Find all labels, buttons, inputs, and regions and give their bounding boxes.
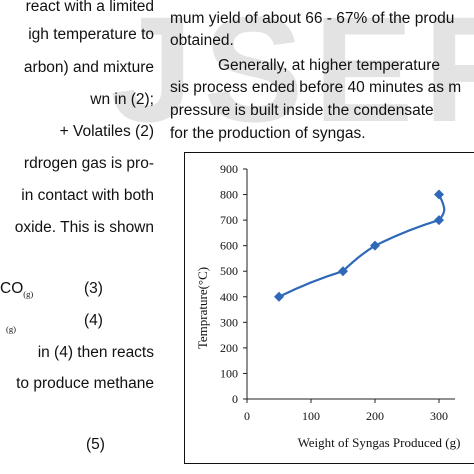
chart-labels: Weight of Syngas Produced (g) Temprature…	[195, 162, 460, 450]
left-text-line: in contact with both	[21, 187, 154, 204]
left-text-line: wn in (2);	[90, 91, 154, 108]
data-point-marker	[370, 240, 380, 251]
data-point-marker	[338, 266, 348, 277]
chart-frame: Weight of Syngas Produced (g) Temprature…	[184, 152, 474, 464]
y-tick-label: 700	[220, 213, 238, 227]
left-text-line: igh temperature to	[28, 26, 154, 43]
line-chart: Weight of Syngas Produced (g) Temprature…	[195, 162, 460, 450]
data-point-marker	[434, 189, 444, 200]
equation-3-species: CO(g)	[0, 280, 34, 299]
data-point-marker	[274, 291, 284, 302]
y-tick-label: 800	[220, 188, 238, 202]
series-line	[278, 194, 446, 298]
left-text-line: react with a limited	[25, 0, 154, 15]
left-column: react with a limited igh temperature to …	[0, 0, 158, 474]
right-text-line: for the production of syngas.	[170, 125, 366, 142]
left-text-line: rdrogen gas is pro-	[23, 155, 154, 172]
right-text-line: Generally, at higher temperature	[218, 57, 440, 74]
y-tick-label: 200	[220, 341, 238, 355]
equation-4-number: (4)	[84, 312, 103, 329]
x-tick-label: 200	[366, 409, 384, 423]
y-tick-label: 600	[220, 239, 238, 253]
equation-5-number: (5)	[86, 436, 105, 453]
y-tick-label: 500	[220, 264, 238, 278]
y-tick-label: 900	[220, 162, 238, 176]
data-point-marker	[434, 215, 444, 226]
right-text-line: mum yield of about 66 - 67% of the produ	[170, 10, 455, 27]
equation-3-number: (3)	[84, 280, 103, 297]
y-tick-label: 0	[232, 392, 238, 406]
y-tick-label: 400	[220, 290, 238, 304]
x-axis-title: Weight of Syngas Produced (g)	[298, 435, 461, 450]
right-text-line: pressure is built inside the condensate	[170, 102, 434, 119]
right-text-line: sis process ended before 40 minutes as m	[170, 79, 462, 96]
left-text-line: oxide. This is shown	[14, 219, 154, 236]
y-axis-title: Temprature(°C)	[195, 267, 210, 349]
y-tick-label: 100	[220, 366, 238, 380]
left-text-line: arbon) and mixture	[23, 59, 154, 76]
equation-4-subscript: (g)	[6, 324, 16, 334]
left-text-line: in (4) then reacts	[37, 344, 154, 361]
chart-series	[274, 189, 446, 302]
left-text-line: + Volatiles (2)	[59, 123, 154, 140]
right-column: mum yield of about 66 - 67% of the produ…	[170, 0, 474, 474]
right-text-line: obtained.	[170, 32, 234, 49]
y-tick-label: 300	[220, 315, 238, 329]
chart-axes	[243, 168, 455, 403]
left-text-line: to produce methane	[16, 375, 154, 392]
x-tick-label: 100	[302, 409, 320, 423]
x-tick-label: 300	[430, 409, 448, 423]
watermark-text: JSER	[110, 0, 474, 153]
x-tick-label: 0	[244, 409, 250, 423]
